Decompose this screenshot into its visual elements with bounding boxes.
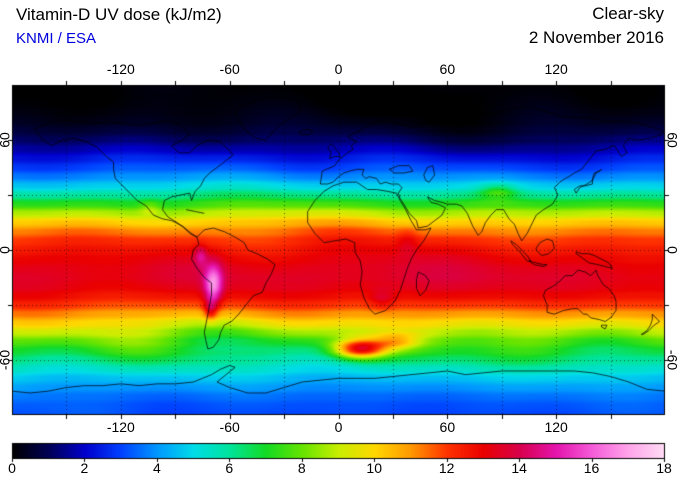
data-source-label: KNMI / ESA [16,30,97,47]
date-label: 2 November 2016 [528,28,664,47]
sky-condition-label: Clear-sky [592,4,664,23]
figure-title: Vitamin-D UV dose (kJ/m2) [16,5,222,24]
